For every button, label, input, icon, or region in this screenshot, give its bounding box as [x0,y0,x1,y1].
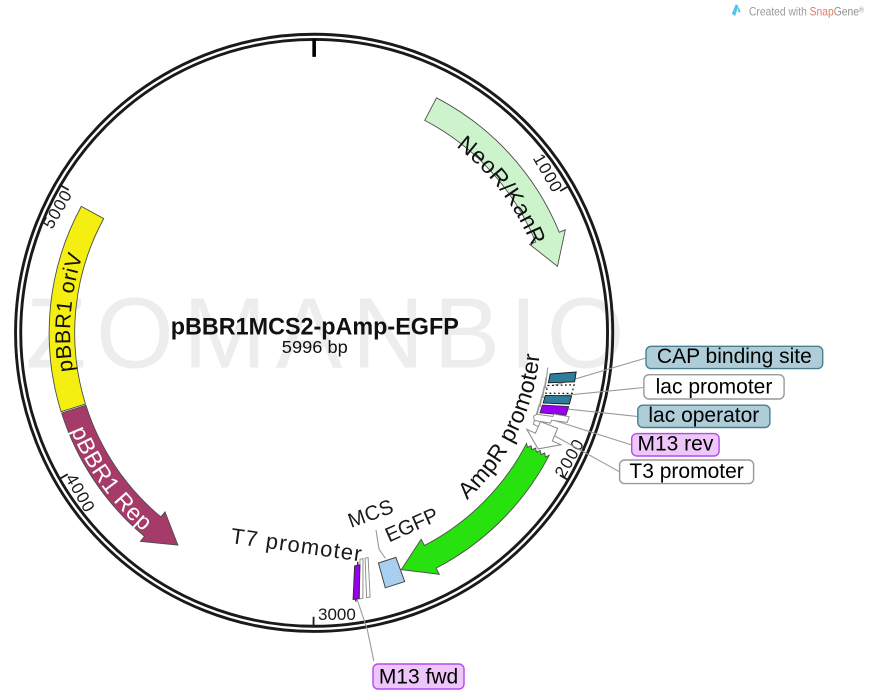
svg-text:ZOMANBIO: ZOMANBIO [26,278,625,390]
svg-text:CAP binding site: CAP binding site [657,345,812,368]
svg-text:pBBR1MCS2-pAmp-EGFP: pBBR1MCS2-pAmp-EGFP [171,314,459,341]
svg-text:lac operator: lac operator [648,404,759,427]
svg-text:3000: 3000 [318,605,356,624]
svg-text:lac promoter: lac promoter [656,376,773,399]
svg-text:Created with SnapGene®: Created with SnapGene® [749,5,864,19]
svg-text:5996 bp: 5996 bp [282,337,348,357]
svg-text:T3 promoter: T3 promoter [629,460,743,483]
svg-text:M13 rev: M13 rev [637,433,713,456]
svg-text:M13 fwd: M13 fwd [379,666,458,689]
